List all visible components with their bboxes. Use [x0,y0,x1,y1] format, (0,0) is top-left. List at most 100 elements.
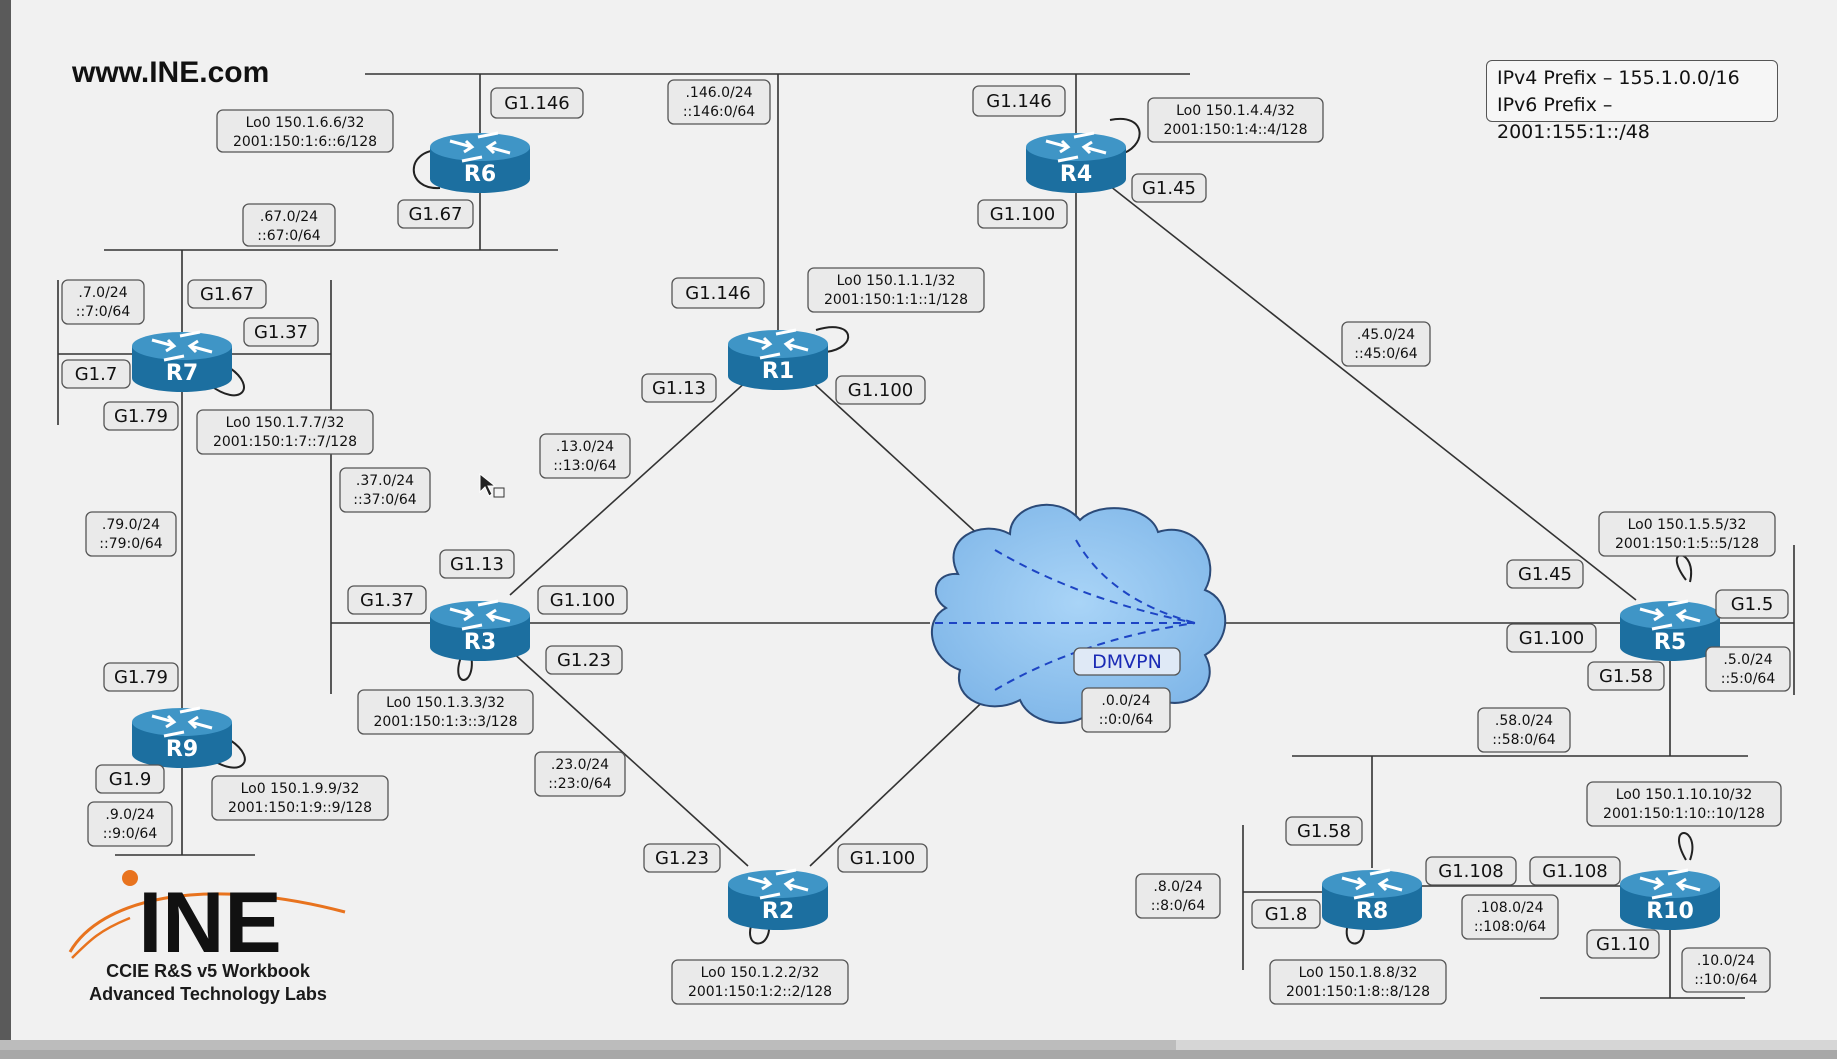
label-text: 2001:150:1:7::7/128 [213,434,357,450]
label-text: G1.10 [1596,934,1650,955]
label-text: ::5:0/64 [1721,671,1776,687]
label-seg0: .0.0/24::0:0/64 [1081,687,1171,733]
router-arrows-icon [1639,599,1701,631]
label-r8-g158: G1.58 [1285,816,1363,846]
label-text: ::0:0/64 [1099,712,1154,728]
label-text: G1.5 [1731,594,1774,615]
label-r7-g167: G1.67 [187,279,267,309]
label-r5-g158: G1.58 [1587,661,1665,691]
label-r10-g110: G1.10 [1586,929,1660,959]
label-r10-g1108: G1.108 [1529,856,1621,886]
label-text: 2001:150:1:4::4/128 [1163,122,1307,138]
router-r3: R3 [430,599,530,661]
router-name: R7 [166,361,198,386]
label-text: ::67:0/64 [257,228,320,244]
label-r4-g145: G1.45 [1131,173,1207,203]
label-r6-g1146: G1.146 [490,87,584,119]
label-r5-g1100: G1.100 [1506,623,1597,653]
label-text: G1.108 [1438,861,1503,882]
label-text: Lo0 150.1.9.9/32 [241,781,360,797]
label-text: G1.58 [1599,666,1653,687]
label-r1-g113: G1.13 [641,373,717,403]
label-text: Lo0 150.1.3.3/32 [386,695,505,711]
label-r7-g179: G1.79 [103,401,179,431]
label-r4-g1100: G1.100 [977,199,1068,229]
router-name: R10 [1646,899,1694,924]
label-text: .58.0/24 [1495,713,1553,729]
label-text: G1.100 [850,848,915,869]
ipv6-prefix: IPv6 Prefix – 2001:155:1::/48 [1497,94,1650,143]
label-text: .0.0/24 [1101,693,1150,709]
label-seg67: .67.0/24::67:0/64 [242,203,336,247]
r4-r5-link [1109,185,1637,601]
label-r8-g18: G1.8 [1251,899,1321,929]
label-text: 2001:150:1:3::3/128 [373,714,517,730]
label-text: G1.13 [450,554,504,575]
label-r5-g145: G1.45 [1506,559,1584,589]
label-r1-g1146: G1.146 [671,277,765,309]
router-name: R1 [762,359,794,384]
logo-caption: CCIE R&S v5 Workbook Advanced Technology… [78,960,338,1006]
r1-cloud-link [809,379,996,551]
label-text: Lo0 150.1.2.2/32 [701,965,820,981]
label-text: 2001:150:1:1::1/128 [824,292,968,308]
label-text: ::8:0/64 [1151,898,1206,914]
label-r6-g167: G1.67 [397,199,474,229]
label-text: G1.100 [550,590,615,611]
label-text: ::9:0/64 [103,826,158,842]
label-text: G1.7 [75,364,118,385]
label-r8-g1108: G1.108 [1425,856,1517,886]
label-text: ::10:0/64 [1694,972,1757,988]
label-text: G1.58 [1297,821,1351,842]
label-r3-g123: G1.23 [545,645,623,675]
label-r4-g1146: G1.146 [972,85,1066,117]
loopback-arrows [209,117,1694,945]
ipv4-prefix: IPv4 Prefix – 155.1.0.0/16 [1497,67,1740,89]
mouse-pointer-icon [479,472,505,498]
router-arrows-icon [747,328,809,360]
label-text: G1.67 [200,284,254,305]
label-text: G1.37 [254,322,308,343]
window-left-edge [0,0,11,1059]
label-text: G1.146 [685,283,750,304]
label-text: G1.100 [1519,628,1584,649]
label-text: G1.100 [848,380,913,401]
label-text: ::37:0/64 [353,492,416,508]
label-text: ::79:0/64 [99,536,162,552]
label-seg13: .13.0/24::13:0/64 [539,433,631,479]
label-r3-g113: G1.13 [439,549,515,579]
label-text: ::45:0/64 [1354,346,1417,362]
router-r2: R2 [728,868,828,930]
label-r5-g15: G1.5 [1715,589,1789,619]
bottom-strip [0,1050,1837,1059]
label-text: .13.0/24 [556,439,614,455]
r3-r2-link [509,649,749,867]
label-r2-g123: G1.23 [643,843,721,873]
label-text: G1.67 [408,204,462,225]
label-seg7: .7.0/24::7:0/64 [61,279,145,325]
label-r2-g1100: G1.100 [837,843,928,873]
label-text: ::13:0/64 [553,458,616,474]
label-text: ::108:0/64 [1474,919,1546,935]
label-text: ::146:0/64 [683,104,755,120]
label-text: G1.45 [1518,564,1572,585]
router-arrows-icon [1045,131,1107,163]
label-seg146: .146.0/24::146:0/64 [667,79,771,125]
router-name: R5 [1654,630,1686,655]
label-text: G1.23 [557,650,611,671]
label-text: Lo0 150.1.1.1/32 [837,273,956,289]
label-text: G1.13 [652,378,706,399]
label-r9-g19: G1.9 [95,764,165,794]
progress-fill [0,1040,1176,1050]
segment-lines [57,73,1795,999]
label-text: .10.0/24 [1697,953,1755,969]
r2-cloud-link [809,689,996,867]
label-text: Lo0 150.1.10.10/32 [1616,787,1753,803]
ine-logo: INE [68,870,346,971]
